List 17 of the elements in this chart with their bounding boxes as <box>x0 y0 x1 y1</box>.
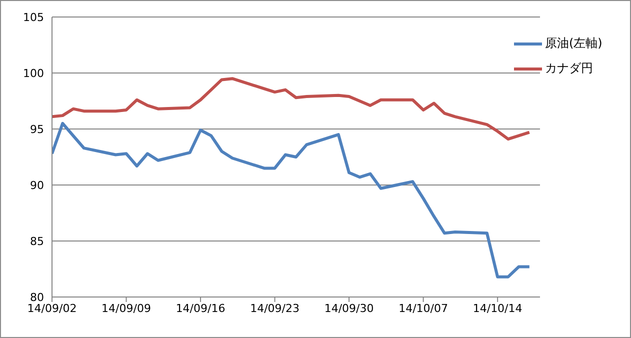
y-tick-label: 80 <box>30 290 44 304</box>
x-tick-label: 14/09/02 <box>27 302 77 315</box>
y-tick-label: 95 <box>30 122 44 136</box>
x-tick-label: 14/09/09 <box>102 302 151 315</box>
x-tick-label: 14/09/30 <box>324 302 374 315</box>
x-tick-label: 14/10/14 <box>472 302 522 315</box>
line-series <box>52 122 531 278</box>
line-series <box>52 77 531 141</box>
y-tick-label: 85 <box>30 234 44 248</box>
x-tick-label: 14/09/23 <box>250 302 300 315</box>
y-tick-label: 105 <box>23 10 44 24</box>
x-tick-label: 14/09/16 <box>176 302 226 315</box>
legend-label: カナダ円 <box>545 60 593 77</box>
y-tick-label: 90 <box>30 178 44 192</box>
x-tick-label: 14/10/07 <box>398 302 448 315</box>
legend-label: 原油(左軸) <box>545 35 602 52</box>
y-tick-label: 100 <box>23 66 44 80</box>
